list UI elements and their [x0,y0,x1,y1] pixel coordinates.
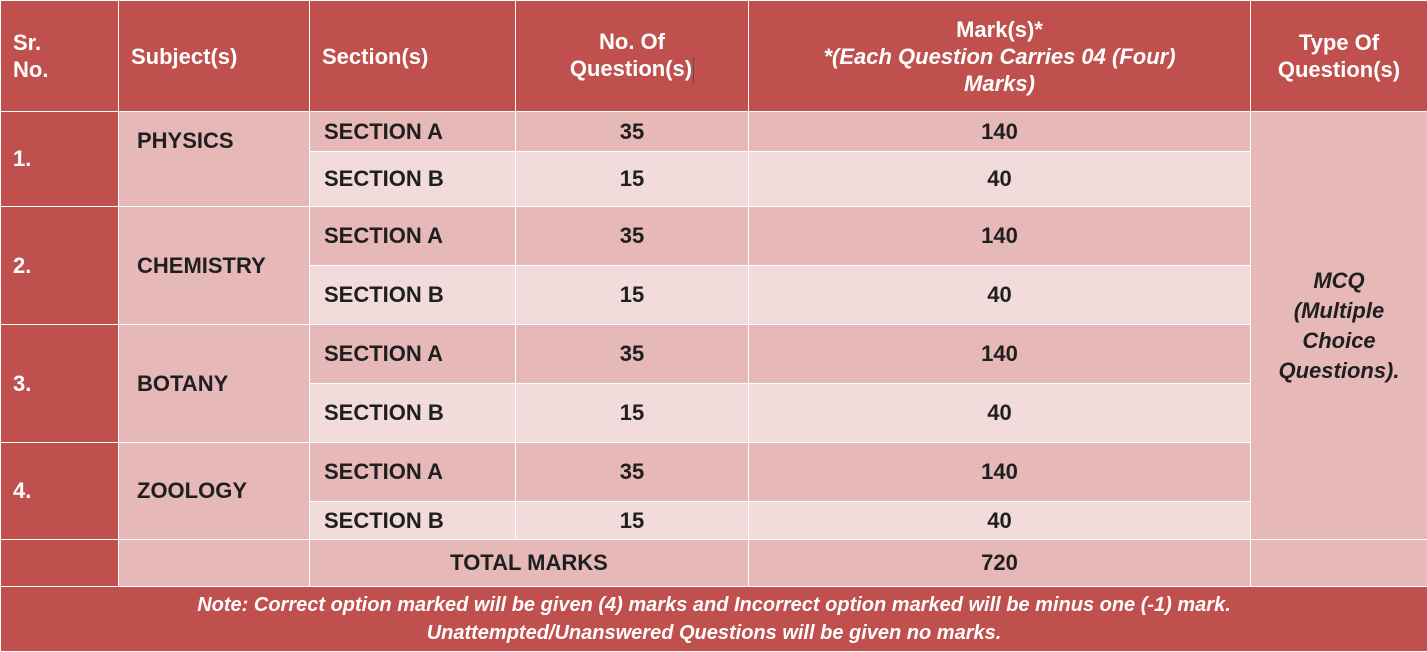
questions-cell: 35 [516,207,749,266]
header-sr-line2: No. [13,57,48,82]
subject-cell: PHYSICS [119,112,310,207]
subject-cell: ZOOLOGY [119,443,310,540]
marks-cell: 40 [749,152,1251,207]
header-subject: Subject(s) [119,1,310,112]
questions-cell: 35 [516,443,749,502]
text-cursor [693,58,694,84]
subject-cell: CHEMISTRY [119,207,310,325]
note-line2: Unattempted/Unanswered Questions will be… [1,619,1427,647]
total-type-blank [1251,540,1427,587]
subject-cell: BOTANY [119,325,310,443]
marks-cell: 40 [749,502,1251,540]
header-num-questions: No. Of Question(s) [516,1,749,112]
header-section: Section(s) [310,1,516,112]
sr-cell: 3. [1,325,119,443]
header-marks-note-line2: Marks) [964,71,1035,96]
type-line4: Questions). [1278,358,1399,383]
sr-cell: 1. [1,112,119,207]
header-row: Sr. No. Subject(s) Section(s) No. Of Que… [1,1,1427,112]
questions-cell: 35 [516,112,749,152]
section-cell: SECTION B [310,502,516,540]
header-sr-line1: Sr. [13,30,41,55]
header-marks-note-line1: *(Each Question Carries 04 (Four) [823,44,1175,69]
marks-cell: 140 [749,325,1251,384]
header-marks-title: Mark(s)* [956,17,1043,42]
type-line1: MCQ [1313,268,1364,293]
type-line3: Choice [1302,328,1375,353]
questions-cell: 35 [516,325,749,384]
section-cell: SECTION A [310,325,516,384]
header-num-line1: No. Of [599,29,665,54]
total-row: TOTAL MARKS 720 [1,540,1427,587]
marks-cell: 140 [749,443,1251,502]
type-line2: (Multiple [1294,298,1384,323]
total-label: TOTAL MARKS [310,540,749,587]
section-cell: SECTION B [310,152,516,207]
sr-cell: 2. [1,207,119,325]
section-cell: SECTION A [310,112,516,152]
note-row: Note: Correct option marked will be give… [1,587,1427,652]
marks-cell: 140 [749,207,1251,266]
table-row: 2. CHEMISTRY SECTION A 35 140 [1,207,1427,266]
table-row: 3. BOTANY SECTION A 35 140 [1,325,1427,384]
header-marks: Mark(s)* *(Each Question Carries 04 (Fou… [749,1,1251,112]
section-cell: SECTION B [310,384,516,443]
note-line1: Note: Correct option marked will be give… [1,591,1427,619]
header-type-line2: Question(s) [1278,57,1400,82]
marks-cell: 40 [749,266,1251,325]
section-cell: SECTION B [310,266,516,325]
table-row: 4. ZOOLOGY SECTION A 35 140 [1,443,1427,502]
questions-cell: 15 [516,266,749,325]
header-num-line2: Question(s) [570,56,692,81]
questions-cell: 15 [516,384,749,443]
section-cell: SECTION A [310,443,516,502]
note-cell: Note: Correct option marked will be give… [1,587,1427,652]
section-cell: SECTION A [310,207,516,266]
header-type: Type Of Question(s) [1251,1,1427,112]
header-sr: Sr. No. [1,1,119,112]
marks-cell: 140 [749,112,1251,152]
sr-cell: 4. [1,443,119,540]
questions-cell: 15 [516,152,749,207]
table-row: 1. PHYSICS SECTION A 35 140 MCQ (Multipl… [1,112,1427,152]
total-subject-blank [119,540,310,587]
questions-cell: 15 [516,502,749,540]
total-sr-blank [1,540,119,587]
total-value: 720 [749,540,1251,587]
marks-cell: 40 [749,384,1251,443]
header-type-line1: Type Of [1299,30,1379,55]
type-of-question-cell: MCQ (Multiple Choice Questions). [1251,112,1427,540]
